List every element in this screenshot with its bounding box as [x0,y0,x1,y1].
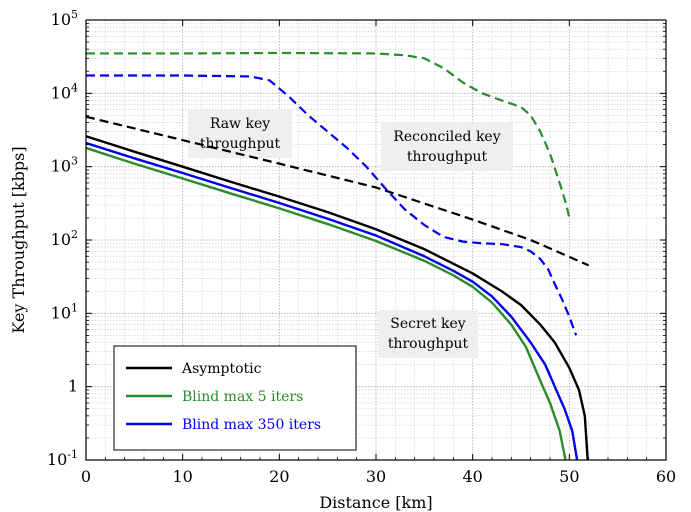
x-tick-label: 10 [172,467,192,486]
x-axis-label: Distance [km] [319,493,432,512]
annotation-text: throughput [388,336,469,352]
x-tick-label: 0 [81,467,91,486]
annotations: Raw key throughput Reconciled key throughpu… [188,110,513,358]
y-tick-label: 10-1 [47,448,78,469]
legend-label: Blind max 5 iters [182,389,303,405]
y-tick-label: 105 [51,8,78,29]
raw-key-line [86,115,590,267]
secret-key-line-blind-max-350-iters [86,141,579,460]
secret-key-line-asymptotic [86,135,589,460]
x-tick-label: 40 [462,467,482,486]
legend: Asymptotic Blind max 5 iters Blind max 350… [113,345,357,451]
annotation-text: throughput [200,136,281,152]
annotation-text: Secret key [390,316,466,332]
legend-label: Blind max 350 iters [182,417,321,433]
annotation-box: Raw key throughput [188,110,292,158]
y-tick-label: 103 [51,155,78,176]
x-tick-label: 60 [656,467,676,486]
legend-box [113,345,357,451]
series-lines [86,51,590,460]
reconciled-key-line [86,51,571,219]
annotation-box: Reconciled key throughput [381,123,513,171]
y-tick-label: 101 [51,301,78,322]
annotation-background [381,123,513,171]
annotation-text: Reconciled key [393,129,500,145]
annotation-text: throughput [407,149,488,165]
secret-key-line-blind-max-5-iters [86,146,567,460]
x-tick-label: 30 [366,467,386,486]
y-tick-label: 1 [68,377,78,396]
annotation-box: Secret key throughput [378,310,478,358]
y-tick-label: 102 [51,228,78,249]
x-tick-label: 50 [559,467,579,486]
legend-label: Asymptotic [181,361,262,377]
y-axis-label: Key Throughput [kbps] [9,146,28,333]
annotation-text: Raw key [210,116,270,132]
x-tick-label: 20 [269,467,289,486]
y-tick-label: 104 [51,81,78,102]
annotation-background [378,310,478,358]
axis-ticks: 0 10 20 30 40 50 60 10-1 1 101 102 103 104 105 [47,8,676,486]
annotation-background [188,110,292,158]
reconciled-key-line [86,74,578,336]
